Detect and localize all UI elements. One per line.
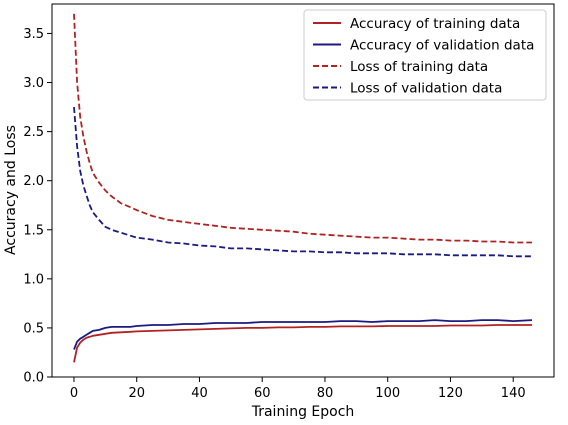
series-layer — [73, 13, 533, 363]
y-tick-label: 0.5 — [23, 321, 44, 336]
x-tick-label: 60 — [254, 386, 271, 401]
series-line-3 — [73, 13, 532, 244]
y-tick-label: 2.5 — [23, 125, 44, 140]
x-tick-label: 100 — [375, 386, 400, 401]
y-axis: 0.0 0.5 1.0 1.5 2.0 2.5 3.0 3.5 — [23, 27, 52, 386]
y-tick-label: 3.5 — [23, 27, 44, 42]
x-tick-label: 140 — [501, 386, 526, 401]
y-tick-label: 1.5 — [23, 223, 44, 238]
x-tick-label: 20 — [128, 386, 145, 401]
x-tick-label: 0 — [70, 386, 78, 401]
x-tick-label: 120 — [438, 386, 463, 401]
x-tick-label: 80 — [317, 386, 334, 401]
legend: Accuracy of training data Accuracy of val… — [303, 9, 547, 101]
legend-label: Loss of validation data — [350, 81, 502, 97]
series-line-2 — [73, 319, 533, 350]
y-tick-label: 3.0 — [23, 76, 44, 91]
series-line-1 — [73, 324, 532, 363]
legend-box — [303, 9, 547, 101]
x-axis-label: Training Epoch — [251, 404, 355, 420]
y-axis-label: Accuracy and Loss — [3, 125, 19, 255]
y-tick-label: 0.0 — [23, 371, 44, 386]
legend-label: Loss of training data — [350, 59, 488, 75]
x-axis: 0 20 40 60 80 100 120 140 — [70, 377, 526, 401]
x-tick-label: 40 — [191, 386, 208, 401]
legend-label: Accuracy of training data — [350, 16, 520, 32]
y-tick-label: 1.0 — [23, 272, 44, 287]
legend-label: Accuracy of validation data — [350, 38, 534, 54]
series-line-4 — [73, 107, 532, 258]
y-tick-label: 2.0 — [23, 174, 44, 189]
